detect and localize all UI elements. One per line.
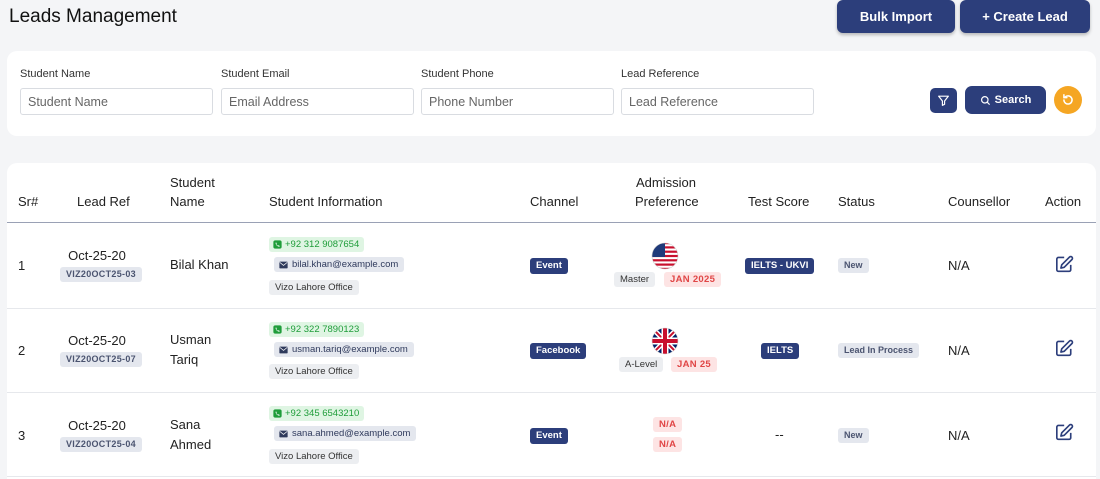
search-button-label: Search bbox=[994, 94, 1032, 106]
level-na-pill: N/A bbox=[653, 417, 683, 432]
row-sr: 3 bbox=[18, 428, 26, 443]
column-header-counsellor: Counsellor bbox=[948, 194, 1011, 209]
column-header-admission-line1: Admission bbox=[636, 175, 696, 190]
search-button[interactable]: Search bbox=[965, 86, 1046, 114]
intake-pill: JAN 25 bbox=[671, 357, 718, 372]
edit-icon[interactable] bbox=[1055, 339, 1075, 357]
filter-button[interactable] bbox=[930, 88, 957, 113]
row-sr: 1 bbox=[18, 258, 26, 273]
phone-number: +92 322 7890123 bbox=[285, 324, 360, 335]
lead-ref-date: Oct-25-20 bbox=[68, 418, 126, 433]
row-divider bbox=[7, 392, 1096, 393]
level-pill: A-Level bbox=[619, 357, 664, 372]
row-divider bbox=[7, 476, 1096, 477]
student-phone-label: Student Phone bbox=[421, 68, 494, 80]
counsellor: N/A bbox=[948, 258, 970, 273]
whatsapp-icon bbox=[273, 325, 282, 334]
counsellor: N/A bbox=[948, 343, 970, 358]
column-header-lead-ref: Lead Ref bbox=[77, 194, 130, 209]
phone-pill: +92 322 7890123 bbox=[269, 322, 365, 337]
office-pill: Vizo Lahore Office bbox=[269, 280, 359, 295]
office-pill: Vizo Lahore Office bbox=[269, 449, 359, 464]
row-sr: 2 bbox=[18, 343, 26, 358]
student-phone-input[interactable] bbox=[421, 88, 614, 115]
student-email-input[interactable] bbox=[221, 88, 414, 115]
phone-number: +92 312 9087654 bbox=[285, 239, 360, 250]
lead-ref-code: VIZ20OCT25-03 bbox=[60, 267, 142, 282]
lead-ref-date: Oct-25-20 bbox=[68, 333, 126, 348]
student-name: Ahmed bbox=[170, 437, 212, 452]
test-score-badge: IELTS bbox=[761, 343, 800, 359]
phone-number: +92 345 6543210 bbox=[285, 408, 360, 419]
column-header-student-name-line2: Name bbox=[170, 194, 205, 209]
channel-badge: Facebook bbox=[530, 343, 587, 359]
top-bar: Leads Management Bulk Import + Create Le… bbox=[0, 0, 1100, 44]
reset-button[interactable] bbox=[1054, 86, 1082, 114]
leads-table: Sr# Lead Ref Student Name Student Inform… bbox=[7, 163, 1096, 479]
column-header-test-score: Test Score bbox=[748, 194, 810, 209]
reset-icon bbox=[1063, 93, 1073, 105]
column-header-student-name-line1: Student bbox=[170, 175, 215, 190]
email-address: sana.ahmed@example.com bbox=[292, 428, 411, 439]
student-name-label: Student Name bbox=[20, 68, 91, 80]
office-pill: Vizo Lahore Office bbox=[269, 364, 359, 379]
counsellor: N/A bbox=[948, 428, 970, 443]
email-pill: bilal.khan@example.com bbox=[274, 257, 405, 272]
whatsapp-icon bbox=[273, 240, 282, 249]
mail-icon bbox=[279, 346, 288, 353]
column-header-channel: Channel bbox=[530, 194, 579, 209]
phone-pill: +92 312 9087654 bbox=[269, 237, 365, 252]
lead-ref-code: VIZ20OCT25-04 bbox=[60, 437, 142, 452]
edit-icon[interactable] bbox=[1055, 255, 1075, 273]
whatsapp-icon bbox=[273, 409, 282, 418]
test-score-badge: IELTS - UKVI bbox=[745, 258, 815, 274]
us-flag-icon bbox=[651, 242, 679, 270]
bulk-import-button[interactable]: Bulk Import bbox=[837, 0, 955, 33]
intake-pill: JAN 2025 bbox=[664, 272, 722, 287]
row-divider bbox=[7, 308, 1096, 309]
lead-ref-code: VIZ20OCT25-07 bbox=[60, 352, 142, 367]
mail-icon bbox=[279, 430, 288, 437]
intake-na-pill: N/A bbox=[653, 437, 683, 452]
status-badge: Lead In Process bbox=[838, 343, 920, 358]
column-header-admission-line2: Preference bbox=[635, 194, 699, 209]
search-icon bbox=[980, 95, 990, 105]
header-divider bbox=[7, 222, 1096, 223]
phone-pill: +92 345 6543210 bbox=[269, 406, 365, 421]
student-name: Bilal Khan bbox=[170, 257, 229, 272]
email-pill: sana.ahmed@example.com bbox=[274, 426, 417, 441]
test-score-empty: -- bbox=[775, 427, 784, 442]
student-name: Sana bbox=[170, 417, 201, 432]
column-header-action: Action bbox=[1045, 194, 1082, 209]
create-lead-button[interactable]: + Create Lead bbox=[960, 0, 1090, 33]
lead-reference-label: Lead Reference bbox=[621, 68, 700, 80]
page-title: Leads Management bbox=[9, 6, 177, 27]
column-header-student-info: Student Information bbox=[269, 194, 383, 209]
email-address: bilal.khan@example.com bbox=[292, 259, 399, 270]
level-pill: Master bbox=[614, 272, 656, 287]
filter-panel: Student Name Student Email Student Phone… bbox=[7, 51, 1096, 136]
student-name: Usman bbox=[170, 332, 212, 347]
lead-reference-input[interactable] bbox=[621, 88, 814, 115]
email-address: usman.tariq@example.com bbox=[292, 344, 408, 355]
column-header-status: Status bbox=[838, 194, 875, 209]
lead-ref-date: Oct-25-20 bbox=[68, 248, 126, 263]
channel-badge: Event bbox=[530, 428, 568, 444]
student-name-input[interactable] bbox=[20, 88, 213, 115]
filter-icon bbox=[938, 95, 949, 106]
student-email-label: Student Email bbox=[221, 68, 290, 80]
channel-badge: Event bbox=[530, 258, 568, 274]
column-header-sr: Sr# bbox=[18, 194, 39, 209]
mail-icon bbox=[279, 261, 288, 268]
student-name: Tariq bbox=[170, 352, 199, 367]
status-badge: New bbox=[838, 258, 869, 273]
uk-flag-icon bbox=[651, 327, 679, 355]
email-pill: usman.tariq@example.com bbox=[274, 342, 414, 357]
edit-icon[interactable] bbox=[1055, 423, 1075, 441]
status-badge: New bbox=[838, 428, 869, 443]
